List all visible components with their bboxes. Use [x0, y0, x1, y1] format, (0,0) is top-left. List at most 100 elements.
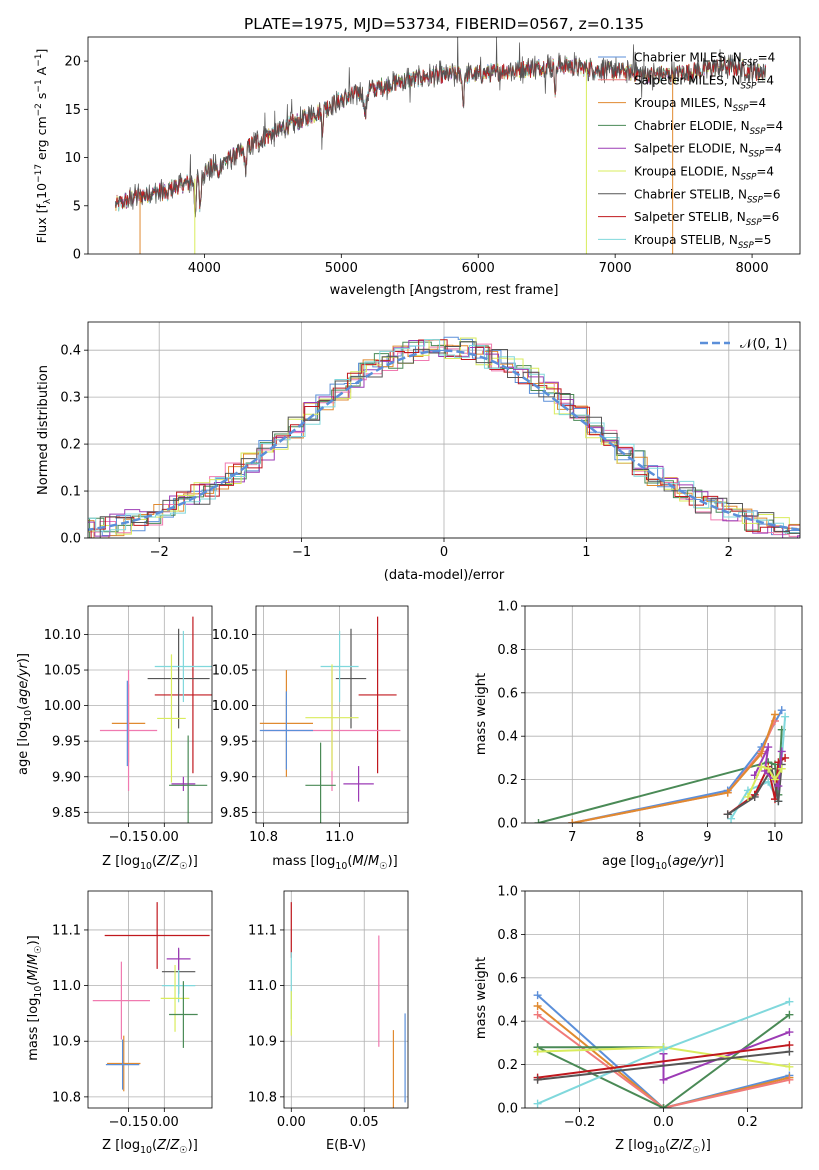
weight-marker: [723, 788, 732, 797]
y-tick-label: 0.2: [497, 1058, 518, 1073]
x-tick-label: 5000: [325, 261, 358, 276]
weight-vs-Z-panel: −0.2 0.0 0.2 0.0 0.2 0.4 0.6 0.8 1.0: [497, 885, 803, 1130]
age-vs-Z-panel: −0.15 0.00 9.85 9.90 9.95 10.00 10.05 10.10: [44, 605, 213, 845]
axes-box: [255, 605, 409, 824]
x-tick-label: −0.15: [109, 830, 149, 845]
weight-marker: [743, 792, 752, 801]
weight-marker: [774, 782, 783, 791]
weight-marker: [785, 1075, 794, 1084]
plot-area: [114, 37, 766, 254]
x-tick-label: 0.00: [150, 1115, 179, 1130]
y-tick-label: 0.6: [497, 971, 518, 986]
y-tick-label: 1.0: [497, 885, 518, 900]
error-bar-point: [171, 776, 196, 791]
x-tick-label: 0.05: [350, 1115, 379, 1130]
weight-marker: [770, 710, 779, 719]
x-axis-label: Z [log10(Z/Z☉)]: [615, 1138, 711, 1156]
y-tick-label: 0.0: [60, 532, 81, 547]
weight-marker: [533, 1047, 542, 1056]
weight-marker: [781, 712, 790, 721]
error-bar-point: [320, 630, 359, 703]
weight-marker: [781, 753, 790, 762]
x-tick-label: −0.2: [564, 1115, 596, 1130]
legend-entry: Kroupa STELIB, NSSP=5: [634, 233, 771, 251]
x-tick-label: 0: [440, 545, 448, 560]
age-vs-mass-panel: 10.8 11.0 9.85 9.90 9.95 10.00 10.05 10.10: [212, 605, 409, 845]
weight-marker: [785, 1047, 794, 1056]
x-axis-label: Z [log10(Z/Z☉)]: [102, 1138, 198, 1156]
weight-marker: [777, 747, 786, 756]
weight-marker: [750, 792, 759, 801]
weight-series: [572, 714, 776, 823]
weight-series: [536, 1013, 790, 1108]
x-tick-label: 1: [582, 545, 590, 560]
y-tick-label: 0.2: [60, 438, 81, 453]
error-bar-point: [99, 670, 158, 791]
x-tick-label: 8: [636, 830, 644, 845]
y-axis-label: Normed distribution: [36, 365, 51, 495]
mass-vs-EBV-panel: 0.00 0.05 10.8 10.9 11.0 11.1: [248, 890, 409, 1130]
y-tick-label: 11.1: [248, 923, 277, 938]
weight-series: [537, 1013, 791, 1108]
x-tick-label: 9: [703, 830, 711, 845]
weight-marker: [785, 1062, 794, 1071]
weight-series: [536, 1005, 790, 1108]
plot-area: [533, 991, 794, 1108]
error-bar-point: [154, 616, 212, 774]
y-tick-label: 9.85: [52, 806, 81, 821]
legend-entry: Chabrier MILES, NSSP=4: [634, 51, 775, 69]
error-bar-point: [305, 664, 359, 772]
x-tick-label: 8000: [736, 261, 769, 276]
weight-marker: [534, 819, 543, 823]
y-tick-label: 10.00: [212, 699, 249, 714]
residual-histogram: [88, 341, 800, 538]
error-bar-point: [92, 961, 150, 1040]
y-tick-label: 10.9: [52, 1035, 81, 1050]
mass-vs-Z-panel: −0.15 0.00 10.8 10.9 11.0 11.1: [52, 890, 213, 1130]
plot-area: [290, 902, 406, 1108]
y-tick-label: 0.2: [497, 773, 518, 788]
y-tick-label: 9.85: [220, 806, 249, 821]
x-tick-label: 4000: [188, 261, 221, 276]
x-tick-label: 0.00: [150, 830, 179, 845]
weight-marker: [568, 819, 577, 823]
y-tick-label: 0.0: [497, 817, 518, 832]
y-tick-label: 11.1: [52, 923, 81, 938]
error-bar-point: [147, 628, 210, 729]
y-tick-label: 11.0: [248, 979, 277, 994]
axes-frame: 0.00 0.05 10.8 10.9 11.0 11.1: [248, 890, 409, 1130]
y-tick-label: 11.0: [52, 979, 81, 994]
legend: 𝒩(0, 1): [700, 337, 787, 352]
legend: Chabrier MILES, NSSP=4 Salpeter MILES, NS…: [598, 51, 783, 251]
y-tick-label: 10.8: [248, 1090, 277, 1105]
normal-curve: [88, 349, 800, 532]
x-axis-label: wavelength [Angstrom, rest frame]: [330, 283, 559, 298]
residual-histogram: [88, 339, 800, 534]
legend-entry: Kroupa MILES, NSSP=4: [634, 96, 766, 114]
weight-marker: [777, 706, 786, 715]
error-bar-point: [305, 742, 336, 823]
y-axis-label: mass weight: [474, 957, 489, 1039]
weight-marker: [533, 1075, 542, 1084]
axes-frame: 7 8 9 10 0.0 0.2 0.4 0.6 0.8 1.0: [497, 600, 803, 845]
x-tick-label: −1: [292, 545, 311, 560]
x-tick-label: 2: [725, 545, 733, 560]
plot-area: [88, 336, 800, 538]
x-tick-label: 0.00: [277, 1115, 306, 1130]
x-tick-label: −2: [150, 545, 169, 560]
y-tick-label: 9.90: [52, 770, 81, 785]
weight-marker: [757, 762, 766, 771]
x-tick-label: 6000: [462, 261, 495, 276]
error-bar-point: [335, 628, 367, 729]
y-tick-label: 10.05: [44, 664, 81, 679]
error-bar-point: [166, 947, 191, 971]
legend-entry: Salpeter MILES, NSSP=4: [634, 73, 774, 91]
weight-marker: [770, 775, 779, 784]
axes-frame: −0.15 0.00 10.8 10.9 11.0 11.1: [52, 890, 213, 1130]
x-axis-label: Z [log10(Z/Z☉)]: [102, 854, 198, 872]
weight-marker: [764, 764, 773, 773]
error-bar-point: [104, 902, 210, 969]
weight-marker: [785, 997, 794, 1006]
weight-series: [537, 1044, 790, 1079]
weight-series: [536, 994, 790, 1108]
